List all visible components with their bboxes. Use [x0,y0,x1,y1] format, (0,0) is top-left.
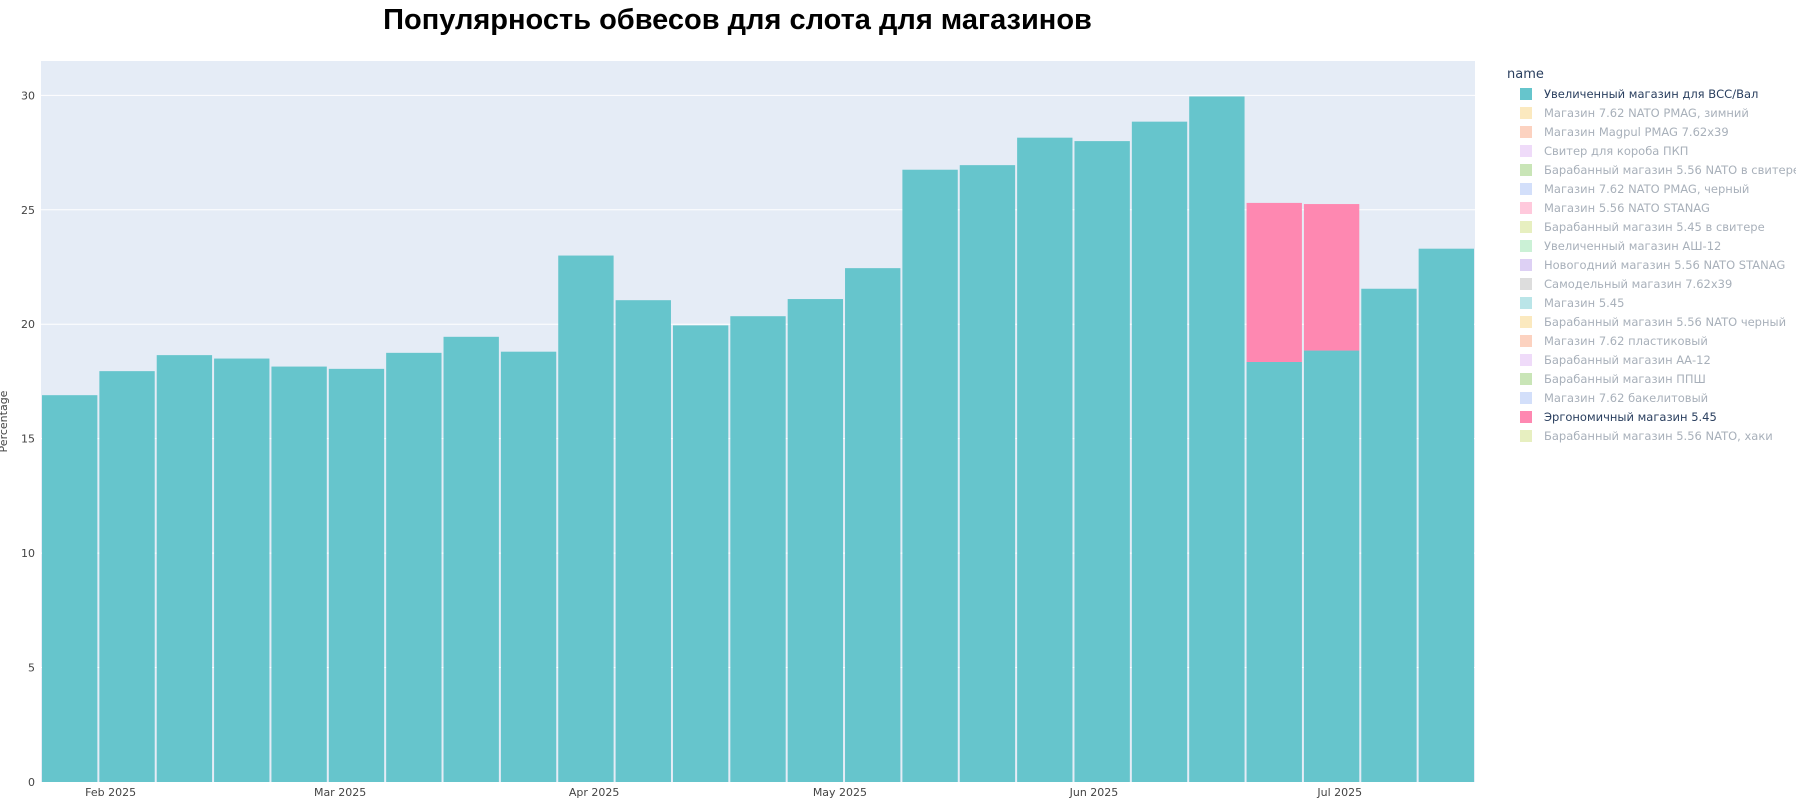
x-tick-label: Feb 2025 [85,786,136,799]
legend-item[interactable]: Свитер для короба ПКП [1544,144,1688,158]
bar [1074,141,1130,783]
legend-item[interactable]: Новогодний магазин 5.56 NATO STANAG [1544,258,1785,272]
legend-item[interactable]: Барабанный магазин ППШ [1544,372,1706,386]
legend-swatch [1520,335,1532,347]
legend-swatch [1520,430,1532,442]
bar [1303,204,1360,351]
bar [271,366,327,782]
legend-swatch [1520,202,1532,214]
bar [42,395,98,782]
legend-swatch [1520,411,1532,423]
bar [1246,361,1302,782]
legend-item[interactable]: Барабанный магазин АА-12 [1544,353,1711,367]
bar [787,299,844,782]
legend-swatch [1520,316,1532,328]
x-tick-label: Apr 2025 [569,786,620,799]
chart-title: Популярность обвесов для слота для магаз… [383,4,1092,36]
legend-swatch [1520,354,1532,366]
bar [672,325,729,782]
bar [558,255,614,783]
legend-item[interactable]: Увеличенный магазин АШ-12 [1544,239,1721,253]
legend-item[interactable]: Самодельный магазин 7.62x39 [1544,277,1732,291]
legend-item[interactable]: Барабанный магазин 5.56 NATO черный [1544,315,1786,329]
legend-item[interactable]: Магазин 5.45 [1544,296,1624,310]
legend-item[interactable]: Магазин 7.62 пластиковый [1544,334,1708,348]
legend-swatch [1520,240,1532,252]
bar [156,355,213,782]
y-tick-label: 15 [21,433,35,446]
legend-swatch [1520,259,1532,271]
legend-swatch [1520,183,1532,195]
legend-item[interactable]: Барабанный магазин 5.45 в свитере [1544,220,1765,234]
legend-swatch [1520,278,1532,290]
legend-swatch [1520,221,1532,233]
bar [443,336,499,782]
y-tick-label: 10 [21,547,35,560]
legend-item[interactable]: Увеличенный магазин для ВСС/Вал [1544,87,1758,101]
x-tick-label: Jun 2025 [1069,786,1119,799]
x-tick-label: May 2025 [813,786,867,799]
legend-swatch [1520,392,1532,404]
bar [328,368,385,782]
y-axis-title: Percentage [0,390,10,452]
legend-item[interactable]: Барабанный магазин 5.56 NATO в свитере [1544,163,1796,177]
bar [214,358,270,782]
bar [615,300,671,782]
y-tick-label: 0 [28,776,35,789]
legend-swatch [1520,164,1532,176]
legend-item[interactable]: Эргономичный магазин 5.45 [1544,410,1717,424]
bar [1017,137,1073,782]
bar [730,316,786,782]
legend-item[interactable]: Магазин 7.62 бакелитовый [1544,391,1708,405]
bar [1189,96,1245,782]
bar [1303,350,1360,782]
bar [959,165,1016,783]
bar [386,352,442,782]
legend-swatch [1520,297,1532,309]
legend-title: name [1507,67,1544,82]
legend-item[interactable]: Барабанный магазин 5.56 NATO, хаки [1544,429,1773,443]
legend-swatch [1520,107,1532,119]
legend-swatch [1520,373,1532,385]
legend-swatch [1520,145,1532,157]
x-tick-label: Jul 2025 [1316,786,1362,799]
bar [1246,202,1302,362]
y-tick-label: 30 [21,89,35,102]
y-tick-label: 5 [28,662,35,675]
legend-swatch [1520,88,1532,100]
legend-item[interactable]: Магазин 7.62 NATO PMAG, черный [1544,182,1749,196]
bar [1361,288,1417,782]
legend-item[interactable]: Магазин 7.62 NATO PMAG, зимний [1544,106,1749,120]
bar [500,351,557,782]
legend-swatch [1520,126,1532,138]
bar [902,169,958,782]
legend-item[interactable]: Магазин Magpul PMAG 7.62x39 [1544,125,1729,139]
bar [1131,121,1188,782]
y-tick-label: 25 [21,204,35,217]
bar [99,371,155,782]
x-tick-label: Mar 2025 [314,786,366,799]
legend-item[interactable]: Магазин 5.56 NATO STANAG [1544,201,1710,215]
bar [1418,248,1474,782]
y-tick-label: 20 [21,318,35,331]
bar [845,268,901,783]
